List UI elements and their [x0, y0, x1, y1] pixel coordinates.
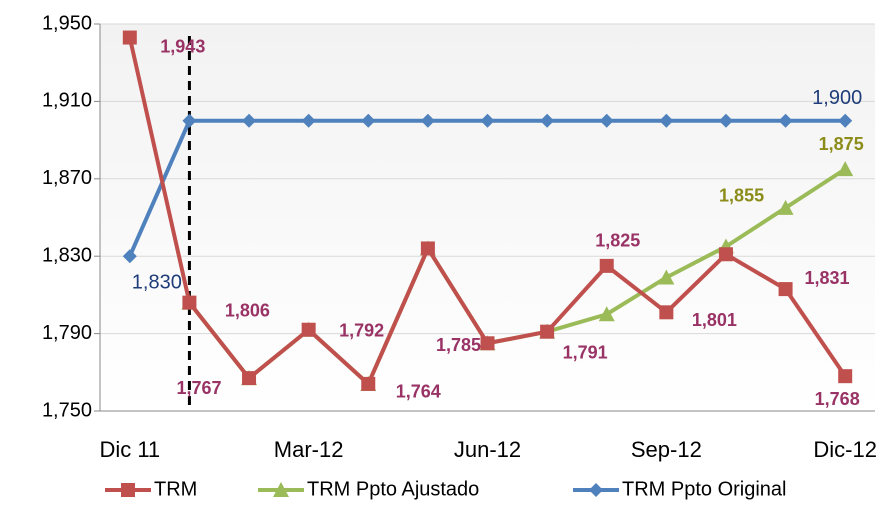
data-point: [182, 295, 197, 310]
data-point: [718, 247, 733, 262]
data-point: [540, 324, 555, 339]
data-point: [659, 113, 674, 128]
legend-marker: [121, 483, 135, 497]
data-label: 1,875: [819, 134, 864, 154]
data-label: 1,831: [804, 268, 849, 288]
data-point: [540, 113, 555, 128]
x-tick-label: Mar-12: [274, 437, 344, 462]
data-point: [480, 113, 495, 128]
data-point: [718, 113, 733, 128]
data-point: [122, 249, 137, 264]
data-point: [301, 322, 316, 337]
data-label: 1,767: [177, 378, 222, 398]
x-tick-label: Dic-12: [813, 437, 877, 462]
data-point: [778, 282, 793, 297]
legend-marker: [273, 482, 289, 497]
data-label: 1,830: [132, 271, 182, 293]
x-tick-label: Sep-12: [631, 437, 702, 462]
data-point: [182, 113, 197, 128]
y-tick-label: 1,870: [42, 167, 92, 189]
data-point: [301, 113, 316, 128]
plot-area: [100, 24, 875, 411]
data-label: 1,855: [719, 186, 764, 206]
data-label: 1,768: [815, 389, 860, 409]
x-tick-label: Jun-12: [454, 437, 521, 462]
data-point: [778, 113, 793, 128]
data-point: [838, 113, 853, 128]
data-label: 1,801: [692, 310, 737, 330]
data-point: [361, 113, 376, 128]
data-label: 1,806: [225, 300, 270, 320]
data-point: [122, 30, 137, 45]
y-tick-label: 1,950: [42, 12, 92, 34]
data-label: 1,785: [436, 335, 481, 355]
data-point: [361, 376, 376, 391]
y-tick-label: 1,750: [42, 399, 92, 421]
data-point: [242, 371, 257, 386]
y-tick-label: 1,910: [42, 90, 92, 112]
x-tick-label: Dic 11: [99, 437, 160, 462]
data-label: 1,825: [595, 231, 640, 251]
legend-marker: [589, 483, 603, 497]
legend-label: TRM Ppto Ajustado: [307, 478, 479, 500]
data-point: [420, 113, 435, 128]
data-point: [659, 305, 674, 320]
data-point: [837, 161, 854, 177]
legend-label: TRM: [154, 478, 197, 500]
data-label: 1,792: [339, 320, 384, 340]
data-point: [598, 306, 615, 322]
y-tick-label: 1,830: [42, 244, 92, 266]
data-label: 1,943: [160, 36, 205, 56]
legend-label: TRM Ppto Original: [622, 478, 787, 500]
data-point: [599, 258, 614, 273]
y-tick-label: 1,790: [42, 322, 92, 344]
data-label: 1,900: [812, 87, 862, 109]
data-point: [420, 241, 435, 256]
data-point: [599, 113, 614, 128]
data-point: [480, 336, 495, 351]
data-label: 1,764: [396, 382, 441, 402]
data-point: [658, 269, 675, 285]
data-point: [242, 113, 257, 128]
data-label: 1,791: [563, 342, 608, 362]
data-point: [777, 199, 794, 215]
data-point: [838, 369, 853, 384]
